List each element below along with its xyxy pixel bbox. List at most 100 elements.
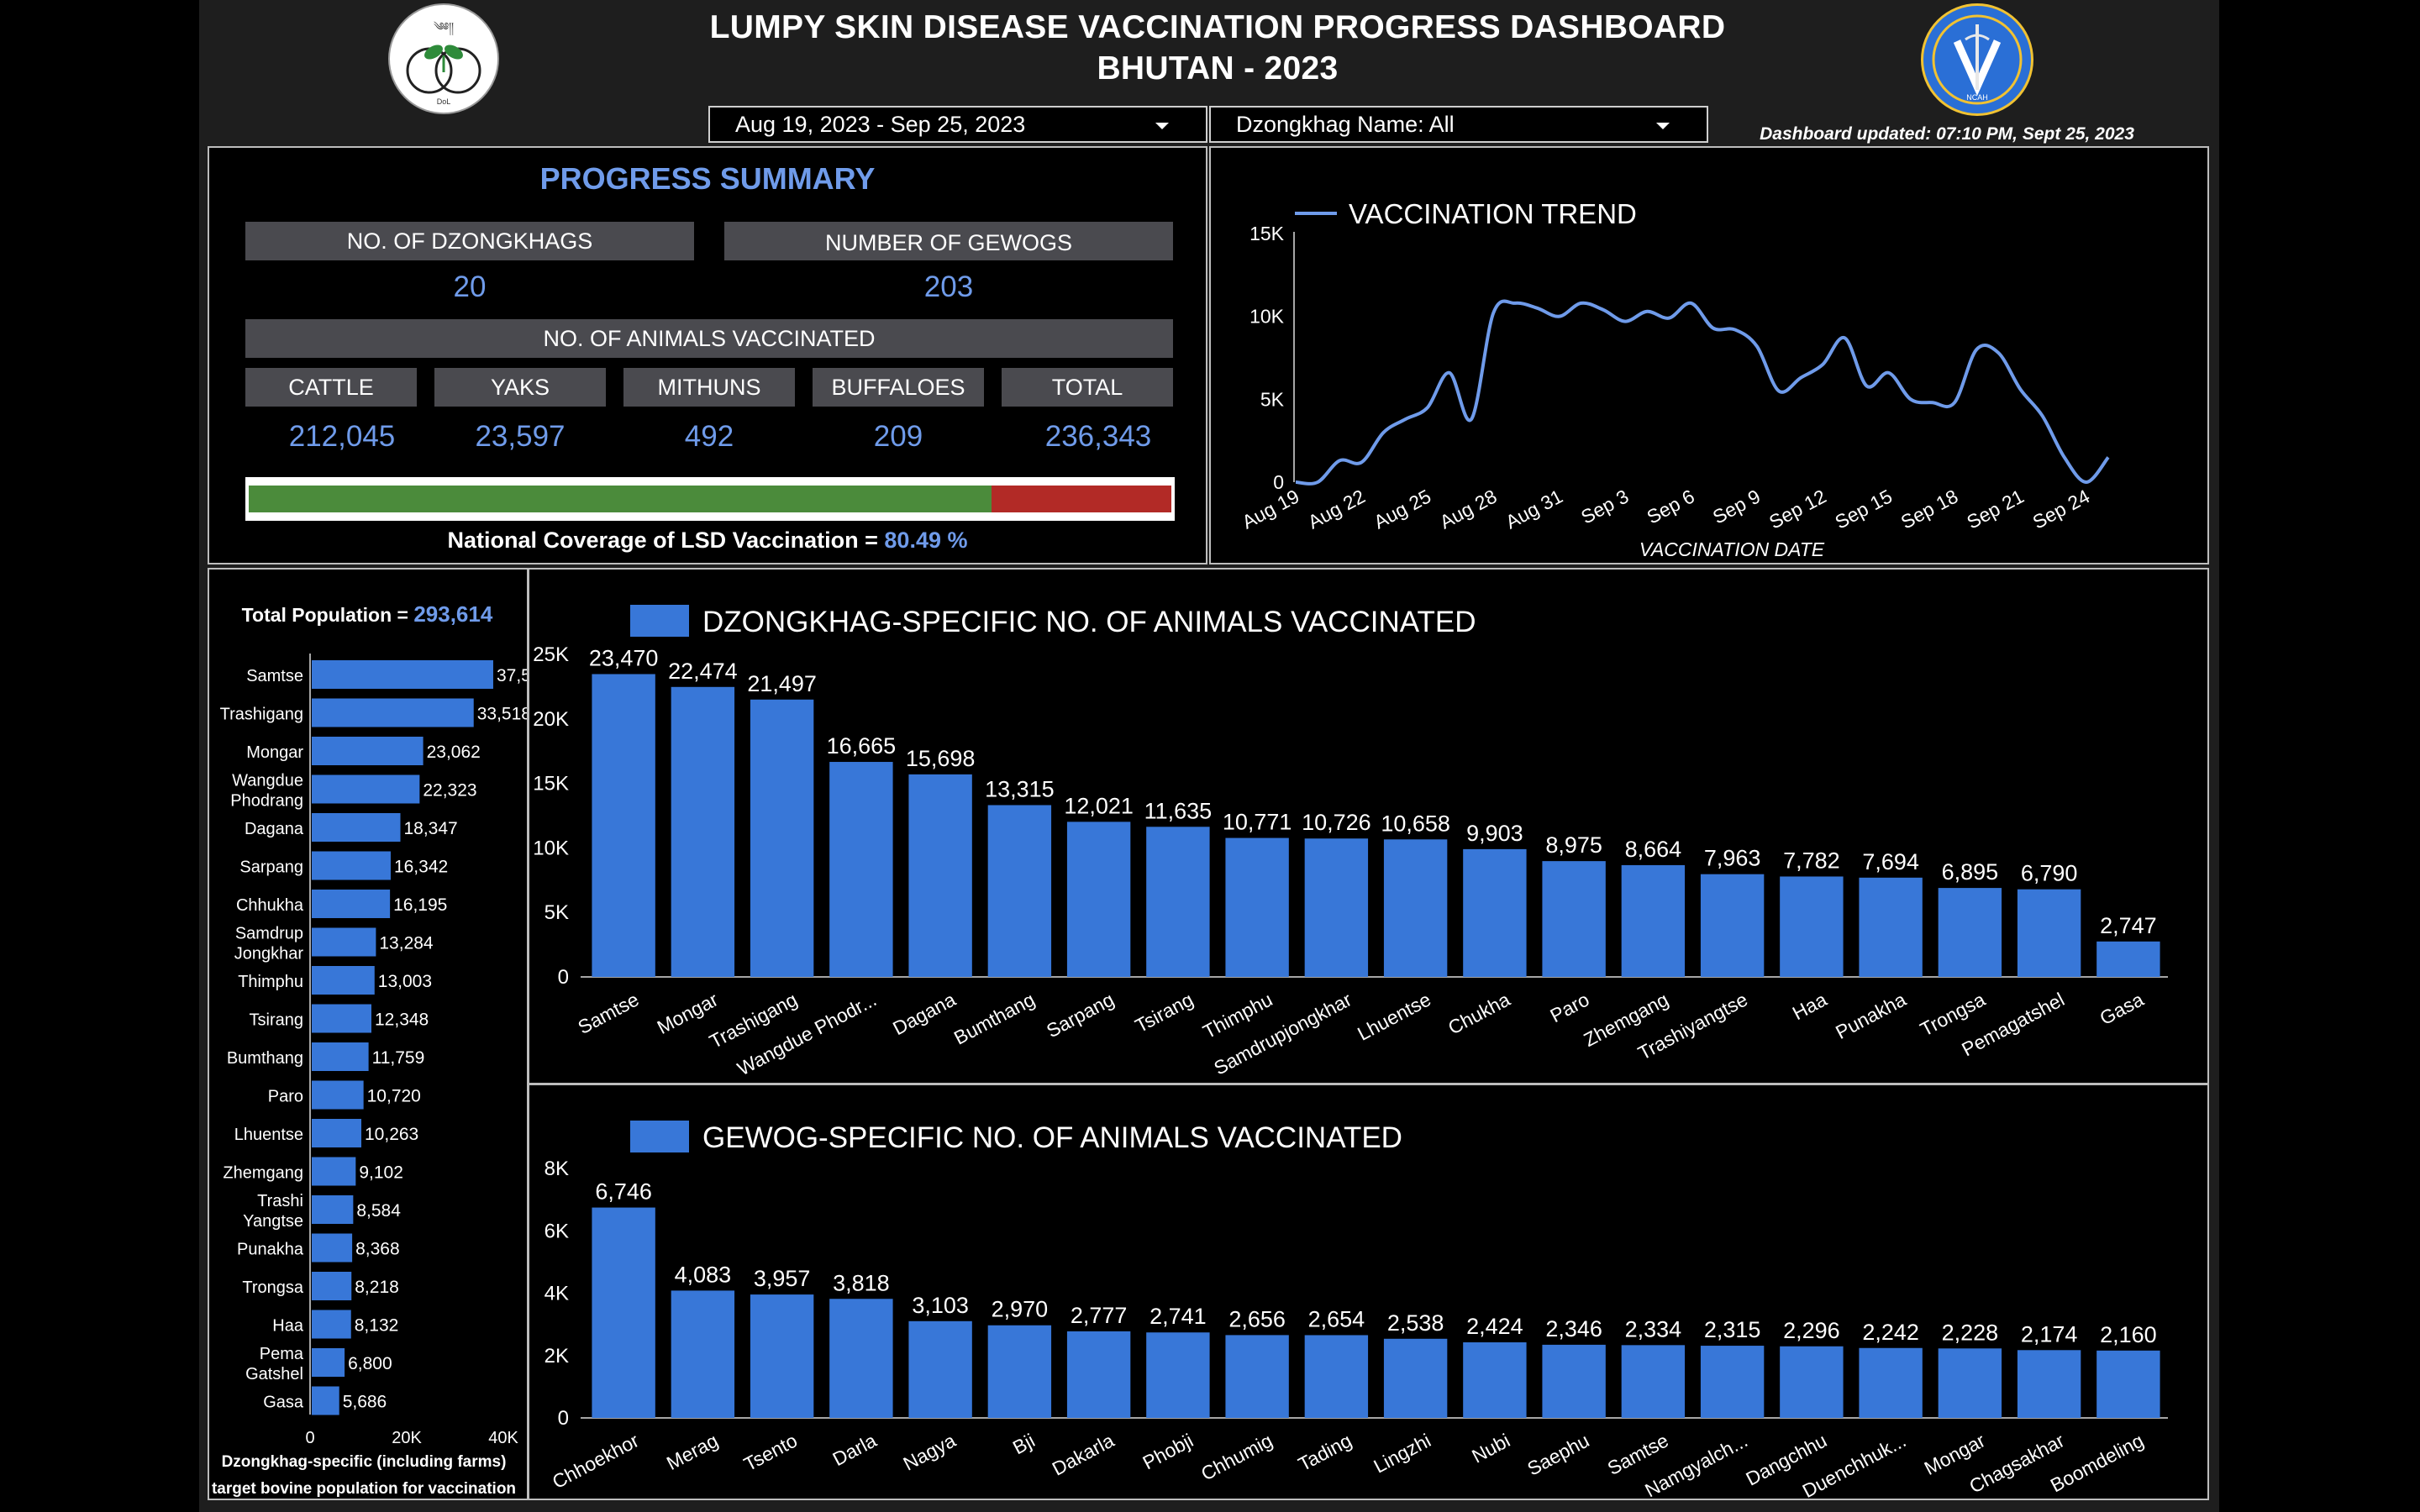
population-bar [312, 660, 493, 689]
dzongkhags-value: 20 [453, 270, 487, 303]
y-tick-label: 0 [558, 1407, 569, 1430]
bar [987, 1325, 1052, 1418]
population-bar [312, 851, 391, 880]
dashboard-title: LUMPY SKIN DISEASE VACCINATION PROGRESS … [670, 7, 1765, 89]
dzongkhag-filter[interactable]: Dzongkhag Name: All [1209, 106, 1708, 143]
population-bar-label: 8,218 [355, 1278, 399, 1297]
population-bar-label: 23,062 [427, 743, 481, 762]
bar [671, 1290, 735, 1418]
bar-value-label: 2,538 [1387, 1310, 1444, 1336]
population-bar [312, 966, 375, 995]
bar-value-label: 2,315 [1704, 1317, 1761, 1342]
category-label: Bji [1009, 1429, 1039, 1458]
bar [1146, 1332, 1210, 1418]
bar-value-label: 2,424 [1466, 1314, 1523, 1339]
bar [1859, 1347, 1923, 1418]
population-bar-label: 10,720 [367, 1087, 421, 1106]
date-range-filter[interactable]: Aug 19, 2023 - Sep 25, 2023 [708, 106, 1207, 143]
bar-value-label: 2,228 [1942, 1320, 1999, 1345]
bar [1304, 838, 1369, 977]
y-tick-label: 5K [1260, 388, 1285, 410]
x-tick-label: 0 [305, 1429, 314, 1447]
chevron-down-icon[interactable] [1656, 123, 1670, 129]
category-label: Tsirang [250, 1011, 303, 1030]
bar-value-label: 7,694 [1862, 849, 1919, 874]
category-label: Dakarla [1049, 1429, 1118, 1479]
y-tick-label: 10K [533, 837, 569, 859]
category-label: Sarpang [239, 858, 303, 877]
category-label: Dagana [889, 988, 960, 1039]
category-label: Lingzhi [1370, 1429, 1434, 1477]
gewogs-label: NUMBER OF GEWOGS [724, 222, 1173, 260]
population-bar-label: 33,518 [477, 705, 527, 724]
category-label: Chhumig [1197, 1429, 1276, 1484]
gewog-vaccinated-chart: GEWOG-SPECIFIC NO. OF ANIMALS VACCINATED… [544, 1121, 2168, 1502]
bar [2096, 941, 2160, 977]
dashboard-updated: Dashboard updated: 07:10 PM, Sept 25, 20… [1760, 124, 2134, 144]
population-chart: Total Population = 293,614 37,560 Samtse 33… [212, 601, 550, 1498]
population-bar [312, 737, 424, 765]
category-label: Samdrupjongkhar [1210, 988, 1355, 1079]
x-tick-label: Sep 3 [1577, 485, 1632, 528]
bar-value-label: 2,777 [1071, 1303, 1128, 1328]
population-bar [312, 1310, 351, 1339]
bar-value-label: 6,746 [595, 1179, 652, 1205]
category-label: Haa [1789, 988, 1831, 1024]
chevron-down-icon[interactable] [1155, 123, 1169, 129]
population-bar [312, 1272, 352, 1300]
category-label-yaks: YAKS [434, 368, 606, 407]
x-tick-label: Sep 21 [1963, 485, 2028, 533]
category-label-cattle: CATTLE [245, 368, 417, 407]
category-value-mithuns: 492 [684, 420, 734, 453]
bar-value-label: 21,497 [747, 671, 817, 696]
dol-logo: ༄༅།། DoL [388, 3, 499, 114]
bar [1938, 888, 2002, 977]
category-label: Gasa [263, 1394, 304, 1412]
bar [1780, 1346, 1844, 1418]
progress-summary-title: PROGRESS SUMMARY [539, 161, 876, 196]
bar-value-label: 16,665 [827, 733, 897, 759]
progress-summary-panel: PROGRESS SUMMARY NO. OF DZONGKHAGS NUMBE… [208, 146, 1207, 564]
category-label: Lhuentse [1354, 988, 1434, 1044]
gewog-vaccinated-panel: GEWOG-SPECIFIC NO. OF ANIMALS VACCINATED… [528, 1084, 2209, 1502]
bar-value-label: 11,635 [1144, 798, 1213, 823]
population-bar-label: 18,347 [403, 819, 457, 838]
vaccination-trend-panel: VACCINATION TREND 0 5K 10K 15K Aug 19 Aug 22 Au… [1209, 146, 2209, 564]
category-label: Samtse [246, 667, 303, 685]
bar-value-label: 2,174 [2021, 1321, 2078, 1347]
population-bar [312, 1348, 345, 1377]
category-label: Bumthang [950, 988, 1039, 1048]
category-label: Mongar [246, 743, 303, 762]
category-value-yaks: 23,597 [475, 420, 566, 453]
population-bar-label: 9,102 [359, 1163, 403, 1183]
population-bar [312, 774, 420, 804]
bar [592, 674, 655, 977]
bar [1066, 1331, 1131, 1418]
bar-value-label: 2,334 [1625, 1316, 1682, 1341]
population-bar [312, 1233, 353, 1263]
category-label: Thimphu [238, 973, 303, 991]
x-tick-label: Aug 25 [1370, 485, 1435, 533]
category-label: Samtse [574, 988, 642, 1038]
category-label: Gatshel [245, 1365, 303, 1383]
population-bar-label: 8,132 [355, 1316, 399, 1336]
category-label: Lhuentse [234, 1126, 303, 1144]
population-bar-label: 6,800 [348, 1354, 392, 1373]
bar-value-label: 2,346 [1545, 1316, 1602, 1341]
bar [592, 1207, 655, 1418]
population-bar [312, 1080, 364, 1110]
x-tick-label: Sep 15 [1831, 485, 1896, 533]
x-tick-label: Sep 9 [1709, 485, 1764, 528]
population-title-label: Total Population = [242, 604, 414, 626]
bar-value-label: 6,895 [1942, 859, 1999, 885]
bar [1621, 1345, 1686, 1418]
population-bar [312, 813, 401, 842]
date-range-value: Aug 19, 2023 - Sep 25, 2023 [735, 112, 1026, 137]
bar-value-label: 23,470 [589, 646, 659, 671]
population-bar-label: 11,759 [372, 1048, 425, 1068]
bar [750, 699, 814, 977]
category-label-total: TOTAL [1002, 368, 1173, 407]
category-label: Wangdue Phodr... [734, 988, 880, 1079]
bar-value-label: 6,790 [2021, 861, 2078, 886]
